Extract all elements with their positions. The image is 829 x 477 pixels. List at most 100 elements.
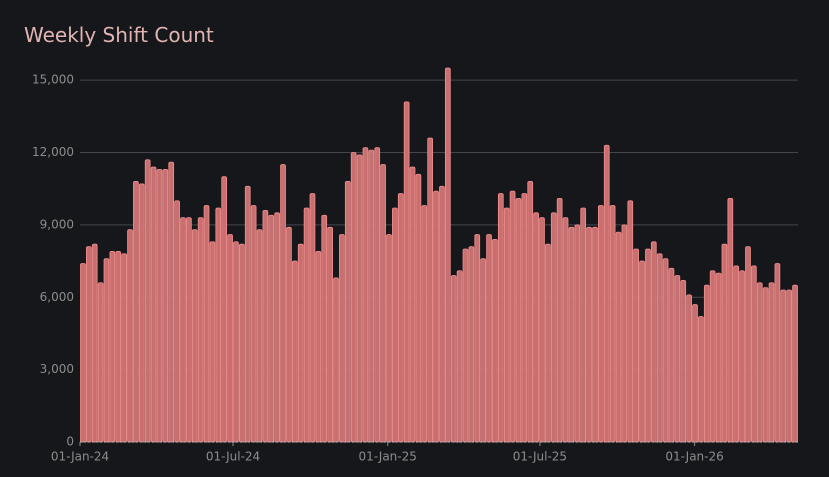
y-tick-label: 9,000	[40, 217, 74, 231]
y-tick-label: 3,000	[40, 362, 74, 376]
x-tick-label: 01-Jul-24	[206, 450, 260, 464]
bar	[250, 205, 257, 443]
bar	[262, 209, 269, 443]
bar	[768, 282, 775, 443]
bar	[150, 166, 157, 443]
bar	[492, 238, 498, 443]
bar	[339, 234, 345, 443]
bar	[674, 275, 681, 443]
bar	[191, 229, 198, 443]
bar	[303, 207, 310, 443]
bar	[745, 246, 751, 443]
bar	[221, 176, 228, 443]
bar	[280, 164, 286, 443]
bar	[480, 258, 486, 443]
x-tick-label: 01-Jul-25	[513, 450, 567, 464]
bar	[715, 272, 722, 443]
bar	[692, 304, 698, 443]
bar	[580, 207, 587, 443]
bar	[392, 207, 398, 443]
x-tick-label: 01-Jan-24	[51, 450, 109, 464]
bar	[450, 275, 457, 443]
bar	[350, 152, 357, 443]
bar	[527, 181, 534, 443]
bar	[256, 229, 263, 443]
bar	[144, 159, 151, 443]
bar	[344, 181, 351, 443]
bar	[386, 234, 392, 443]
bar	[774, 263, 781, 443]
bar	[356, 154, 363, 443]
bar	[562, 217, 569, 443]
bar	[456, 270, 463, 443]
bar	[215, 207, 222, 443]
bar	[574, 224, 581, 443]
bar	[286, 226, 292, 443]
bar	[615, 231, 622, 443]
bar	[127, 229, 133, 443]
bar	[227, 234, 233, 443]
bar	[568, 226, 575, 443]
bar	[138, 183, 145, 443]
bar	[409, 166, 416, 443]
bar	[444, 67, 451, 443]
bar	[439, 185, 445, 443]
bar	[291, 260, 298, 443]
bar	[474, 234, 481, 443]
bar	[156, 168, 163, 443]
bar	[321, 214, 328, 443]
y-tick-label: 6,000	[40, 290, 74, 304]
bar	[592, 226, 598, 443]
y-tick-label: 12,000	[32, 145, 74, 159]
bar	[650, 241, 657, 443]
bar	[762, 287, 769, 443]
bar	[315, 251, 322, 443]
bar	[85, 246, 92, 443]
bar	[403, 101, 410, 443]
bar	[233, 241, 239, 443]
bar	[239, 243, 245, 443]
bar	[468, 246, 475, 443]
bar	[397, 193, 404, 443]
bar	[621, 224, 628, 443]
bar	[268, 214, 275, 443]
bar	[545, 243, 551, 443]
bar	[639, 260, 645, 443]
bar	[792, 284, 798, 443]
y-tick-label: 0	[66, 435, 74, 449]
bar	[686, 294, 692, 443]
bar	[97, 282, 104, 443]
bar	[362, 147, 369, 443]
bar	[374, 147, 381, 443]
bar	[633, 248, 639, 443]
bar	[739, 270, 745, 443]
bar	[415, 173, 422, 443]
bar	[103, 258, 110, 443]
bar	[521, 193, 528, 443]
bar	[309, 193, 316, 443]
bar	[586, 226, 592, 443]
bar	[751, 265, 757, 443]
bar	[598, 205, 604, 443]
bar	[533, 212, 539, 443]
bar	[162, 168, 169, 443]
bar	[556, 197, 563, 443]
bar	[333, 277, 339, 443]
bar	[274, 212, 280, 443]
bar	[174, 200, 180, 443]
bar	[645, 248, 651, 443]
bar	[497, 193, 504, 443]
bar	[668, 267, 675, 443]
bar	[662, 258, 669, 443]
bar	[721, 243, 728, 443]
bar	[703, 284, 710, 443]
bar	[109, 251, 116, 443]
bar	[462, 248, 469, 443]
bar	[733, 265, 740, 443]
bar	[550, 212, 557, 443]
chart-title: Weekly Shift Count	[24, 23, 214, 47]
bar	[327, 226, 333, 443]
bar	[603, 144, 610, 443]
bar	[786, 289, 793, 443]
